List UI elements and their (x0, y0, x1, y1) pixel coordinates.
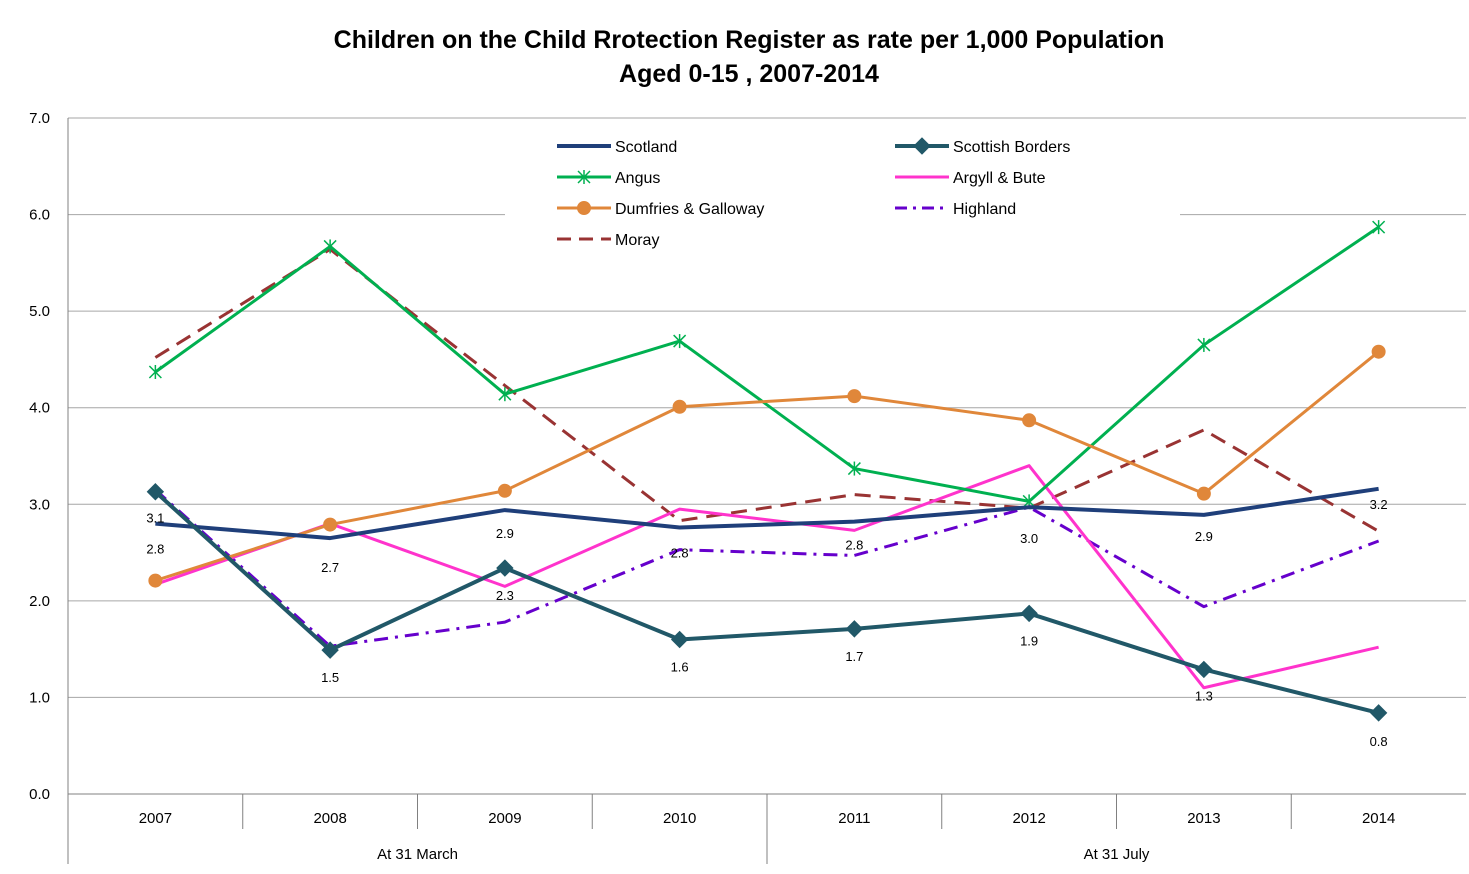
x-tick-label: 2011 (838, 810, 870, 827)
legend-item-highland: Highland (895, 201, 1016, 218)
legend-item-scottish-borders: Scottish Borders (895, 137, 1070, 156)
legend-label: Angus (615, 170, 660, 187)
series-line-scottish-borders (154, 490, 1380, 715)
x-tick-label: 2014 (1362, 810, 1395, 827)
x-tick-label: 2012 (1012, 810, 1045, 827)
series-scotland (155, 486, 1379, 541)
data-point-dumfries-galloway (497, 483, 512, 498)
legend-marker (577, 170, 591, 184)
x-tick-label: 2013 (1187, 810, 1220, 827)
y-tick-label: 4.0 (29, 400, 50, 417)
data-label-scotland: 3.0 (1020, 531, 1038, 546)
category-group-label: At 31 July (1084, 846, 1150, 863)
data-point-angus (1372, 220, 1386, 235)
data-point-scottish-borders (1195, 660, 1213, 679)
data-point-angus (148, 364, 162, 379)
data-point-dumfries-galloway (323, 517, 338, 532)
series-line-highland (154, 488, 1380, 648)
data-label-scotland: 2.8 (845, 538, 863, 553)
series-dumfries-galloway (148, 344, 1386, 588)
data-point-angus (323, 239, 337, 254)
legend-label: Dumfries & Galloway (615, 201, 764, 218)
data-label-scottish-borders: 1.7 (845, 649, 863, 664)
legend-item-argyll-bute: Argyll & Bute (895, 170, 1046, 187)
data-point-angus (498, 387, 512, 402)
legend-item-moray: Moray (557, 232, 659, 249)
series-line-moray (154, 247, 1380, 533)
legend-label: Scotland (615, 139, 677, 156)
chart-title: Children on the Child Rrotection Registe… (334, 26, 1165, 54)
data-point-scottish-borders (321, 641, 339, 659)
series-lines (146, 220, 1388, 722)
legend-box (505, 128, 1180, 258)
x-tick-label: 2008 (313, 810, 346, 827)
series-line-argyll-bute (154, 464, 1379, 690)
y-tick-label: 0.0 (29, 786, 50, 803)
data-point-scottish-borders (1369, 704, 1388, 722)
data-point-scottish-borders (670, 630, 689, 649)
data-point-scottish-borders (146, 483, 165, 501)
legend-label: Argyll & Bute (953, 170, 1046, 187)
data-point-angus (847, 461, 861, 476)
data-point-dumfries-galloway (148, 573, 163, 588)
axes: 0.0 1.0 2.0 3.0 4.0 5.0 6.0 7.0 2007 2008 2009 2010… (29, 110, 1395, 864)
data-label-scotland: 2.9 (1195, 529, 1213, 544)
legend-label: Highland (953, 201, 1016, 218)
data-label-scottish-borders: 1.3 (1195, 688, 1213, 703)
x-tick-label: 2007 (139, 810, 172, 827)
data-point-angus (1197, 337, 1211, 352)
data-label-scottish-borders: 2.3 (496, 588, 514, 603)
data-point-scottish-borders (1020, 604, 1038, 623)
legend-label: Moray (615, 232, 659, 249)
series-line-scotland (155, 486, 1379, 541)
series-scottish-borders (146, 483, 1388, 722)
data-point-dumfries-galloway (672, 399, 687, 414)
legend-item-angus: Angus (557, 170, 660, 187)
data-label-scottish-borders: 1.6 (671, 659, 689, 674)
data-point-dumfries-galloway (1371, 344, 1386, 359)
series-line-dumfries-galloway (154, 350, 1380, 583)
data-label-scotland: 3.2 (1370, 497, 1388, 512)
data-point-dumfries-galloway (1022, 413, 1037, 428)
y-tick-label: 3.0 (29, 496, 50, 513)
chart-subtitle: Aged 0-15 , 2007-2014 (619, 60, 879, 88)
data-label-scottish-borders: 0.8 (1370, 734, 1388, 749)
y-tick-label: 1.0 (29, 689, 50, 706)
data-label-scotland: 2.8 (146, 542, 164, 557)
series-highland (154, 488, 1380, 648)
data-point-dumfries-galloway (1196, 486, 1211, 501)
y-tick-label: 6.0 (29, 207, 50, 224)
legend-item-dumfries-galloway: Dumfries & Galloway (557, 201, 764, 218)
category-group-label: At 31 March (377, 846, 458, 863)
data-label-scottish-borders: 1.5 (321, 670, 339, 685)
data-label-scotland: 2.9 (496, 526, 514, 541)
y-tick-label: 5.0 (29, 303, 50, 320)
y-tick-label: 2.0 (29, 593, 50, 610)
data-label-scotland: 2.7 (321, 560, 339, 575)
legend-marker (577, 201, 591, 215)
data-label-scottish-borders: 3.1 (146, 511, 164, 526)
data-label-scotland: 2.8 (671, 545, 689, 560)
series-argyll-bute (154, 464, 1379, 690)
series-line-angus (154, 225, 1380, 503)
x-tick-label: 2009 (488, 810, 521, 827)
data-label-scottish-borders: 1.9 (1020, 633, 1038, 648)
data-point-angus (673, 334, 687, 349)
x-tick-label: 2010 (663, 810, 696, 827)
series-angus (148, 220, 1386, 509)
data-point-scottish-borders (845, 620, 864, 638)
data-point-scottish-borders (496, 559, 514, 577)
legend-item-scotland: Scotland (557, 139, 677, 156)
data-labels: 2.8 2.7 2.9 2.8 2.8 3.0 2.9 3.2 3.1 1.5 2.3 1.6 1.7 1… (146, 497, 1387, 749)
y-tick-label: 7.0 (29, 110, 50, 127)
legend-label: Scottish Borders (953, 139, 1070, 156)
data-point-dumfries-galloway (847, 389, 862, 404)
legend: Scotland Scottish Borders Angus Argyll & Bu… (505, 128, 1180, 258)
series-moray (154, 247, 1380, 533)
gridlines (68, 117, 1466, 795)
legend-marker (913, 137, 931, 155)
